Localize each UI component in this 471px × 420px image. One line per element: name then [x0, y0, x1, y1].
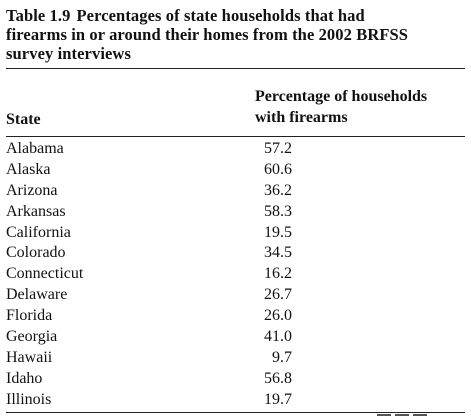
- column-header-percentage: Percentage of households with firearms: [255, 86, 427, 128]
- table-row: Hawaii 9.7: [6, 348, 465, 369]
- table-number: Table 1.9: [6, 6, 71, 25]
- table-row: Arizona 36.2: [6, 181, 465, 202]
- percentage-cell: 26.7: [264, 286, 292, 304]
- percentage-cell: 19.7: [264, 390, 292, 408]
- state-cell: Hawaii: [6, 348, 53, 366]
- percentage-cell: 19.5: [264, 223, 292, 241]
- percentage-cell: 57.2: [264, 140, 292, 157]
- state-cell: Arizona: [6, 181, 58, 199]
- table-body: Alabama 57.2 Alaska 60.6 Arizona 36.2 Arkansas…: [6, 139, 465, 411]
- caption-line-2: firearms in or around their homes from t…: [6, 25, 409, 44]
- cropped-footnote-fragment: [377, 414, 447, 420]
- percentage-cell: 16.2: [264, 265, 292, 283]
- state-cell: Delaware: [6, 286, 68, 304]
- state-cell: Illinois: [6, 390, 52, 408]
- percentage-cell: 56.8: [264, 369, 292, 387]
- percentage-cell: 58.3: [264, 202, 292, 220]
- percentage-cell: 60.6: [264, 160, 292, 178]
- state-cell: Arkansas: [6, 202, 66, 220]
- caption-line-1: Percentages of state households that had: [76, 6, 365, 25]
- state-cell: Florida: [6, 307, 53, 325]
- state-cell: Colorado: [6, 244, 66, 262]
- table-row: Georgia 41.0: [6, 327, 465, 348]
- table-row: Delaware 26.7: [6, 285, 465, 306]
- percentage-cell: 36.2: [264, 181, 292, 199]
- table-page: Table 1.9 Percentages of state households…: [6, 6, 465, 420]
- percentage-cell: 34.5: [264, 244, 292, 262]
- table-row: Arkansas 58.3: [6, 202, 465, 223]
- caption-line-3: survey interviews: [6, 44, 131, 63]
- table-row: Alabama 57.2: [6, 139, 465, 160]
- header-rule: [6, 136, 465, 137]
- table-row: Colorado 34.5: [6, 243, 465, 264]
- table-row: Connecticut 16.2: [6, 264, 465, 285]
- table-row: Idaho 56.8: [6, 369, 465, 390]
- table-row: California 19.5: [6, 223, 465, 244]
- top-rule: [6, 68, 465, 69]
- percentage-cell: 9.7: [272, 348, 292, 366]
- table-caption: Table 1.9 Percentages of state households…: [6, 6, 465, 63]
- state-cell: Connecticut: [6, 265, 84, 283]
- table-row: Illinois 19.7: [6, 390, 465, 411]
- percentage-cell: 41.0: [264, 328, 292, 346]
- column-header-state: State: [6, 111, 41, 128]
- column-header-percentage-line-1: Percentage of households: [255, 88, 428, 105]
- state-cell: Georgia: [6, 328, 58, 346]
- table-row: Florida 26.0: [6, 306, 465, 327]
- bottom-rule: [6, 412, 465, 413]
- table-row: Alaska 60.6: [6, 160, 465, 181]
- state-cell: California: [6, 223, 71, 241]
- state-cell: Alabama: [6, 140, 64, 157]
- percentage-cell: 26.0: [264, 307, 292, 325]
- state-cell: Alaska: [6, 160, 51, 178]
- column-header-percentage-line-2: with firearms: [255, 109, 348, 126]
- state-cell: Idaho: [6, 369, 43, 387]
